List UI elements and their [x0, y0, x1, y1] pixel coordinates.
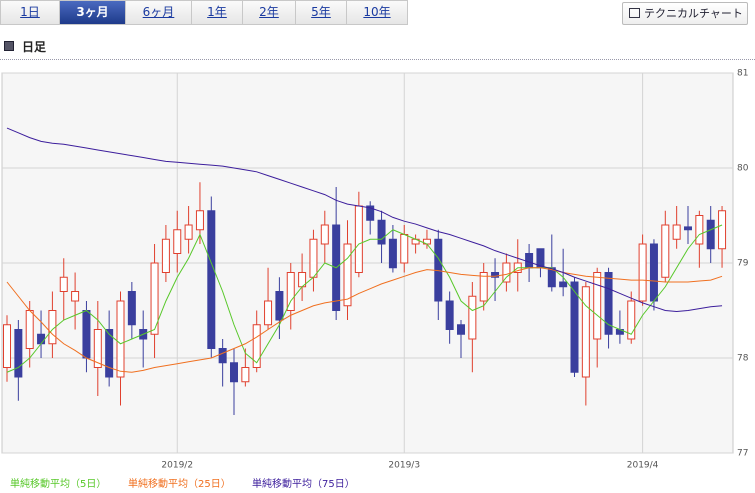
candle-body [116, 300, 125, 378]
candle-body [343, 243, 352, 307]
candle-body [37, 333, 46, 345]
period-tab[interactable]: 2年 [242, 0, 295, 25]
legend-entry: 単純移動平均（5日） [10, 477, 106, 490]
candle-body [3, 324, 11, 368]
candle-body [127, 291, 136, 326]
candle-body [593, 272, 602, 340]
y-tick-label: 79 [737, 259, 749, 269]
candle-body [195, 210, 204, 231]
candle-body [627, 300, 636, 340]
candle-body [207, 210, 216, 349]
candle-body [684, 226, 692, 231]
candle-body [672, 224, 681, 240]
candle-body [388, 238, 397, 269]
candle-body [252, 324, 261, 368]
section-header: 日足 [4, 38, 46, 55]
x-tick-label: 2019/4 [627, 461, 659, 471]
candle-body [264, 300, 273, 326]
period-tab[interactable]: 6ヶ月 [125, 0, 191, 25]
moving-average-line [6, 224, 723, 373]
candle-body [320, 224, 329, 245]
candle-body [649, 243, 658, 302]
candle-body [457, 324, 465, 335]
candle-body [638, 243, 647, 302]
candle-body [230, 362, 238, 383]
candle-body [93, 329, 102, 368]
candle-body [241, 367, 250, 383]
candle-body [502, 262, 511, 283]
legend-entry: 単純移動平均（25日） [128, 477, 231, 490]
period-tab[interactable]: 1年 [191, 0, 242, 25]
period-tab[interactable]: 10年 [346, 0, 408, 25]
candle-body [581, 286, 590, 378]
candle-body [604, 272, 613, 335]
period-tabs: 1日 3ヶ月 6ヶ月 1年 2年 5年 10年 [0, 0, 408, 25]
period-tab[interactable]: 1日 [0, 0, 59, 25]
divider [0, 59, 755, 60]
candle-body [82, 310, 91, 359]
candle-body [354, 205, 363, 273]
moving-average-line [6, 127, 723, 312]
candle-body [218, 348, 227, 364]
moving-average-line [6, 267, 723, 373]
candle-body [400, 234, 409, 264]
y-tick-label: 77 [737, 449, 748, 459]
y-tick-label: 81 [737, 69, 748, 79]
candle-body [286, 272, 295, 311]
y-tick-label: 78 [737, 354, 749, 364]
period-tab[interactable]: 5年 [295, 0, 346, 25]
candle-body [105, 329, 114, 378]
candle-body [570, 281, 579, 373]
section-title: 日足 [22, 40, 47, 54]
candle-body [161, 238, 170, 273]
candle-body [525, 253, 534, 269]
candle-body [559, 281, 568, 288]
y-tick-label: 80 [737, 164, 749, 174]
candle-body [377, 219, 386, 245]
legend-entry: 単純移動平均（75日） [252, 477, 355, 490]
candle-body [468, 295, 477, 340]
candle-body [150, 262, 159, 335]
candle-body [366, 205, 375, 221]
candle-body [445, 300, 454, 330]
candle-body [309, 238, 318, 278]
button-label: テクニカルチャート [644, 7, 743, 20]
candle-body [718, 210, 727, 250]
candle-body [173, 229, 182, 254]
candle-body [479, 272, 488, 302]
technical-chart-button[interactable]: テクニカルチャート [622, 2, 748, 25]
candle-body [14, 329, 23, 378]
candle-body [661, 224, 670, 278]
candle-body [59, 276, 68, 292]
candle-body [695, 215, 704, 245]
candle-body [184, 224, 193, 240]
candle-body [275, 291, 284, 321]
candle-body [71, 291, 80, 302]
x-tick-label: 2019/3 [388, 461, 420, 471]
x-tick-label: 2019/2 [161, 461, 193, 471]
candle-body [25, 310, 34, 349]
candle-body [706, 219, 715, 250]
candle-body [491, 272, 500, 278]
period-tab[interactable]: 3ヶ月 [59, 0, 125, 25]
